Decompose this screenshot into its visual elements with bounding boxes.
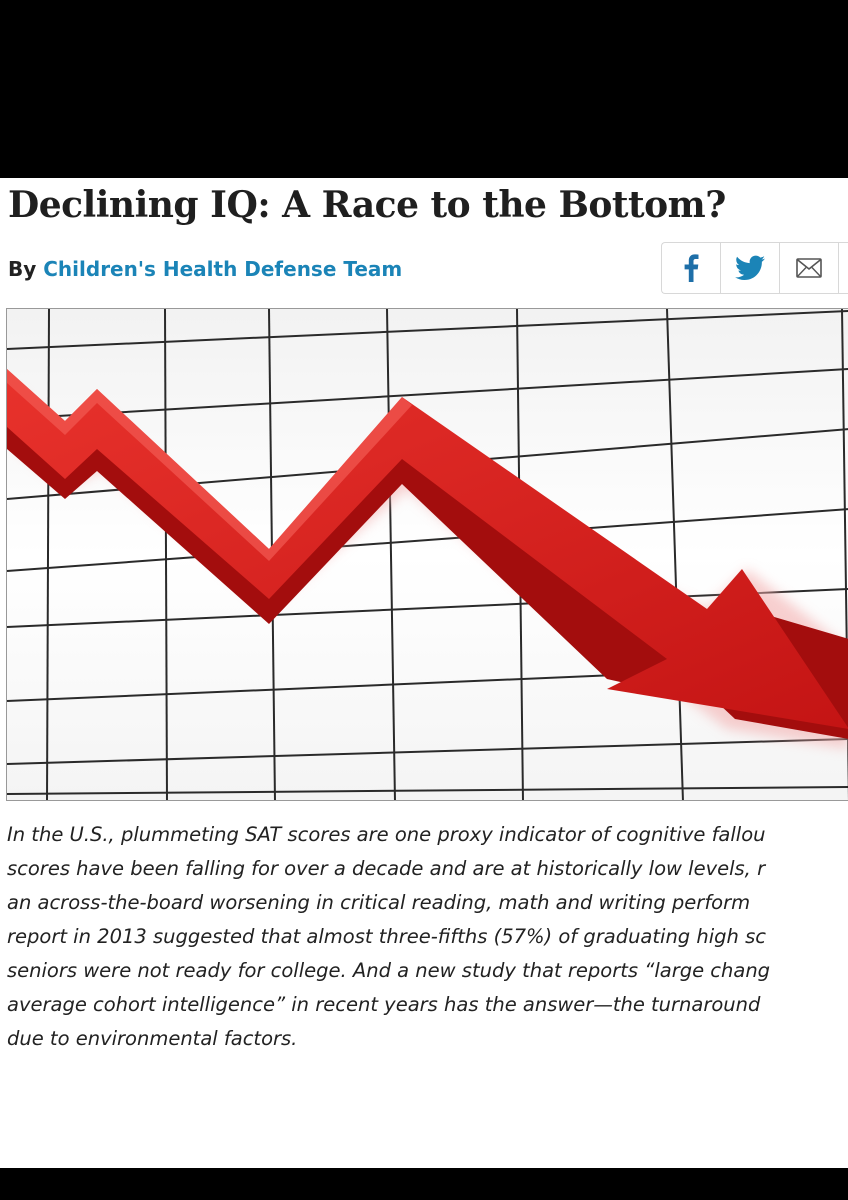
body-line: In the U.S., plummeting SAT scores are o… bbox=[7, 823, 766, 846]
share-twitter-button[interactable] bbox=[721, 243, 780, 293]
share-facebook-button[interactable] bbox=[662, 243, 721, 293]
share-bar bbox=[661, 242, 848, 294]
facebook-icon bbox=[684, 254, 699, 282]
declining-arrow-chart-image bbox=[7, 309, 848, 800]
article-body: In the U.S., plummeting SAT scores are o… bbox=[7, 818, 848, 1056]
body-line: seniors were not ready for college. And … bbox=[7, 959, 771, 982]
body-line: due to environmental factors. bbox=[7, 1027, 298, 1050]
body-line: average cohort intelligence” in recent y… bbox=[7, 993, 761, 1016]
author-link[interactable]: Children's Health Defense Team bbox=[43, 257, 403, 281]
body-line: an across-the-board worsening in critica… bbox=[7, 891, 751, 914]
twitter-icon bbox=[735, 255, 765, 280]
body-line: report in 2013 suggested that almost thr… bbox=[7, 925, 766, 948]
byline-prefix: By bbox=[8, 257, 37, 281]
envelope-icon bbox=[796, 258, 822, 278]
hero-image bbox=[6, 308, 848, 801]
byline: By Children's Health Defense Team bbox=[8, 257, 402, 281]
share-email-button[interactable] bbox=[780, 243, 839, 293]
article-title: Declining IQ: A Race to the Bottom? bbox=[8, 184, 726, 226]
body-line: scores have been falling for over a deca… bbox=[7, 857, 766, 880]
article-page: Declining IQ: A Race to the Bottom? By C… bbox=[0, 178, 848, 1168]
